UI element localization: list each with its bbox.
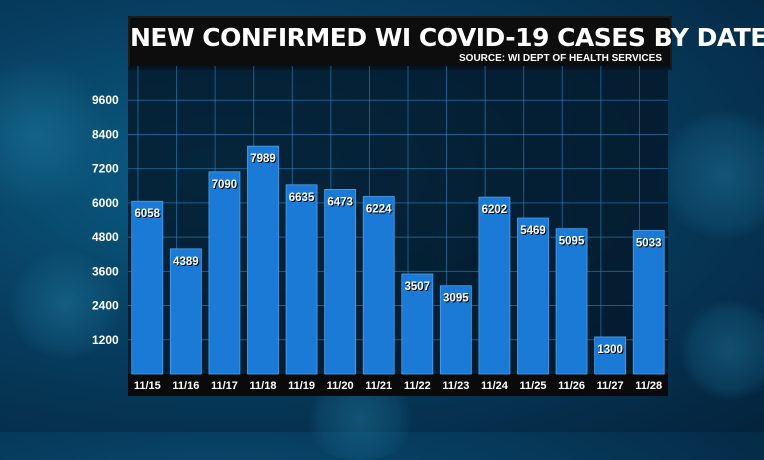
- bar-value-label: 6202: [482, 204, 508, 216]
- bar-value-label: 5469: [520, 225, 546, 237]
- x-tick-label: 11/20: [327, 380, 354, 392]
- bar: [362, 196, 395, 375]
- bar-value-label: 5095: [559, 236, 585, 248]
- bar: [632, 230, 665, 375]
- bar-value-label: 6473: [327, 196, 353, 208]
- bar: [594, 336, 627, 375]
- x-tick-label: 11/24: [481, 380, 509, 392]
- bar-value-label: 6635: [289, 192, 315, 204]
- x-tick-label: 11/22: [404, 380, 431, 392]
- bar-value-label: 3507: [404, 281, 430, 293]
- x-tick-label: 11/15: [134, 380, 161, 392]
- virus-background-graphic: [10, 250, 120, 360]
- x-tick-label: 11/16: [172, 380, 199, 392]
- bar-value-label: 5033: [636, 237, 662, 249]
- y-tick-label: 8400: [92, 127, 119, 141]
- x-tick-label: 11/17: [211, 380, 238, 392]
- bar-value-label-shadow: 7989: [251, 154, 277, 166]
- x-tick-label: 11/28: [635, 380, 662, 392]
- bar-value-label: 7090: [212, 179, 238, 191]
- bar-value-label-shadow: 6058: [135, 209, 161, 221]
- bar-value-label-shadow: 3507: [405, 282, 431, 294]
- virus-background-graphic: [680, 300, 764, 400]
- chart-source: SOURCE: WI DEPT OF HEALTH SERVICES: [459, 53, 662, 64]
- bar: [324, 188, 357, 375]
- bar-value-label: 3095: [443, 293, 469, 305]
- bar-value-label-shadow: 7090: [213, 180, 239, 192]
- x-tick-label: 11/26: [558, 380, 585, 392]
- bar: [439, 285, 472, 375]
- bar-value-label-shadow: 3095: [444, 294, 470, 306]
- bar: [131, 200, 164, 375]
- bar-value-label-shadow: 6224: [367, 205, 393, 217]
- x-tick-label: 11/25: [520, 380, 547, 392]
- y-tick-label: 3600: [92, 264, 119, 278]
- bar-value-label-shadow: 1300: [598, 345, 624, 357]
- bar-value-label-shadow: 6473: [328, 197, 354, 209]
- virus-background-graphic: [660, 110, 764, 240]
- chart-title: NEW CONFIRMED WI COVID-19 CASES BY DATE: [130, 23, 764, 52]
- bar: [169, 248, 202, 375]
- bar: [208, 171, 241, 375]
- bar-value-label: 1300: [597, 344, 623, 356]
- x-axis-band: [128, 374, 668, 396]
- y-tick-label: 6000: [92, 196, 119, 210]
- bar: [517, 217, 549, 375]
- title-banner: NEW CONFIRMED WI COVID-19 CASES BY DATE …: [128, 16, 764, 70]
- bar-value-label: 6224: [366, 204, 392, 216]
- bar: [555, 228, 588, 375]
- bar: [478, 196, 511, 375]
- bar-value-label: 4389: [173, 256, 199, 268]
- y-tick-label: 1200: [92, 333, 119, 347]
- bar-value-label-shadow: 4389: [174, 257, 200, 269]
- x-tick-label: 11/18: [250, 380, 277, 392]
- bar: [401, 273, 434, 375]
- x-tick-label: 11/23: [442, 380, 469, 392]
- bar: [285, 184, 318, 375]
- bar-value-label-shadow: 5095: [560, 237, 586, 249]
- bar-value-label: 7989: [250, 153, 276, 165]
- y-tick-label: 9600: [92, 93, 119, 107]
- bar-value-label-shadow: 5469: [521, 226, 547, 238]
- y-tick-label: 7200: [92, 162, 119, 176]
- x-tick-label: 11/19: [288, 380, 315, 392]
- bar-value-label-shadow: 5033: [637, 238, 663, 250]
- bar-chart: 1200240036004800600072008400960060586058…: [92, 66, 668, 392]
- bar: [247, 145, 279, 375]
- y-tick-label: 4800: [92, 230, 119, 244]
- bar-value-label-shadow: 6202: [483, 205, 509, 217]
- y-tick-label: 2400: [92, 299, 119, 313]
- bar-value-label-shadow: 6635: [290, 193, 316, 205]
- x-tick-label: 11/21: [365, 380, 392, 392]
- bar-value-label: 6058: [134, 208, 160, 220]
- x-tick-label: 11/27: [597, 380, 624, 392]
